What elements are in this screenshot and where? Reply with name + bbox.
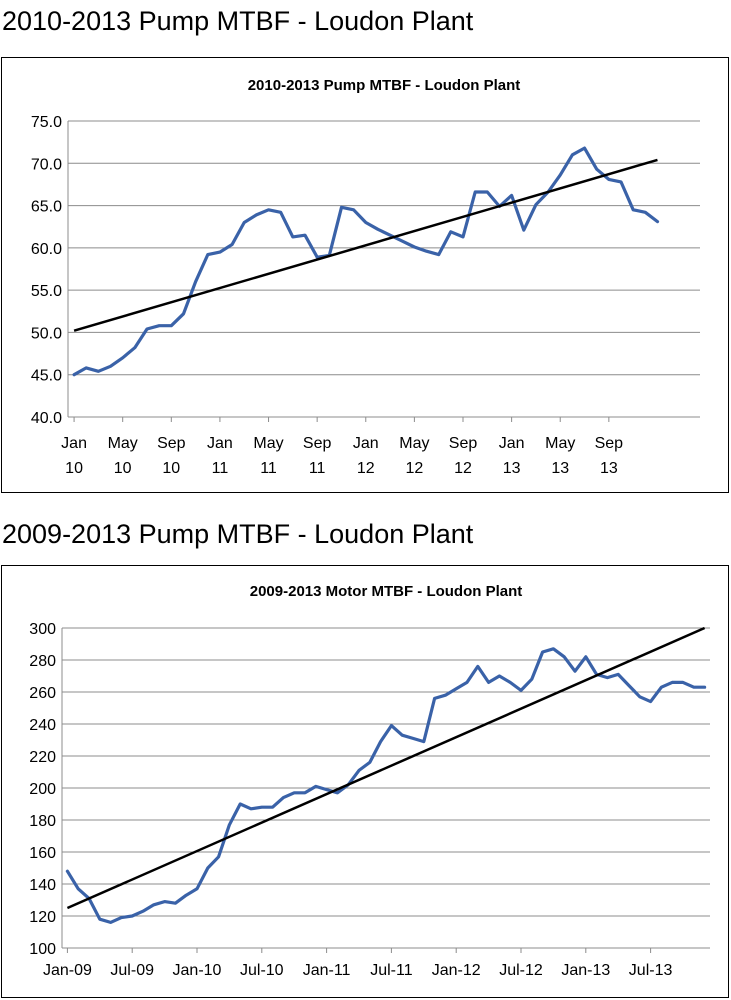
chart-2-frame xyxy=(1,565,729,998)
chart-1-frame xyxy=(1,57,729,493)
chart-1-heading: 2010-2013 Pump MTBF - Loudon Plant xyxy=(2,6,474,36)
chart-2-heading: 2009-2013 Pump MTBF - Loudon Plant xyxy=(2,519,474,549)
